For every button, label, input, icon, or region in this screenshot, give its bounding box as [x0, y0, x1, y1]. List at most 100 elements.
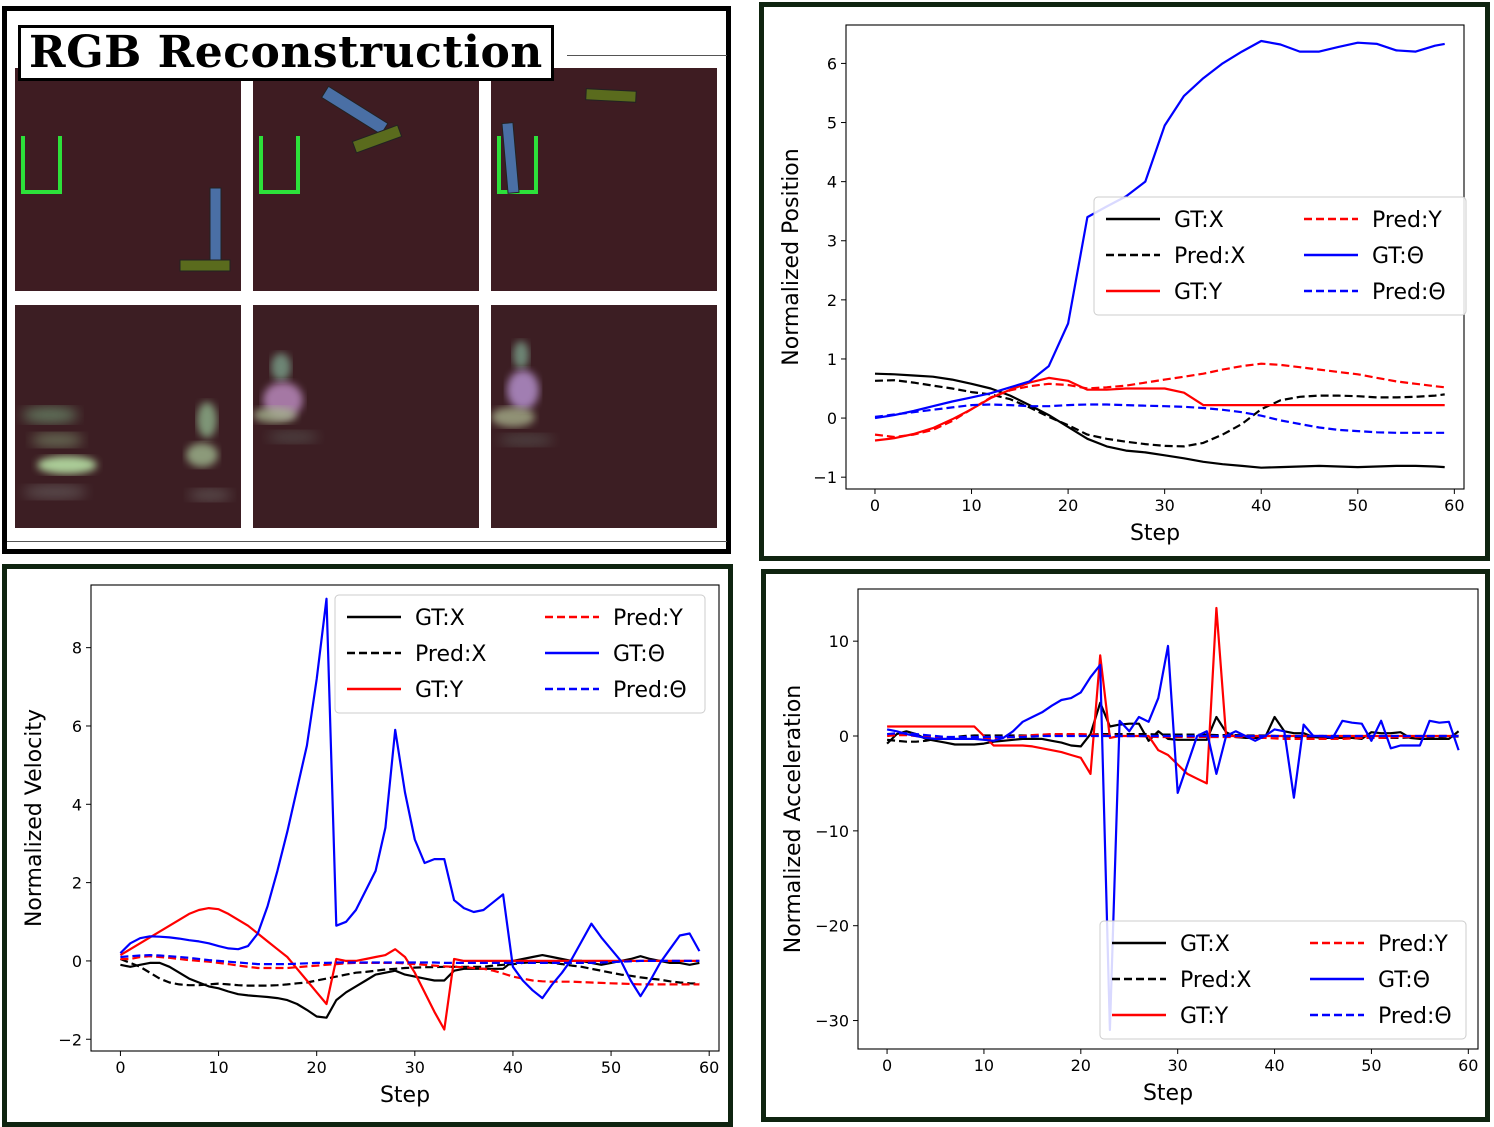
- x-tick-label: 50: [601, 1058, 621, 1077]
- series-line-GT:Θ: [886, 644, 1460, 1032]
- x-tick-label: 30: [405, 1058, 425, 1077]
- y-tick-label: 4: [827, 173, 837, 192]
- y-tick-label: 0: [827, 409, 837, 428]
- series-line-Pred:Y: [874, 362, 1445, 439]
- olive-block: [585, 88, 637, 103]
- x-axis-label: Step: [380, 1083, 430, 1108]
- blue-block: [209, 187, 222, 263]
- series-line-Pred:Y: [120, 955, 700, 986]
- legend: GT:X Pred:X GT:Y Pred:Y GT:Θ Pred:Θ: [1099, 920, 1467, 1040]
- y-tick-label: 2: [72, 874, 82, 893]
- y-tick-label: −10: [815, 822, 849, 841]
- series-line-Pred:Θ: [874, 403, 1445, 434]
- position-chart-panel: 0 10 20 30 40 50 60 −1 0 1 2 3 4 5 6 Step Normalized Pos…: [759, 2, 1490, 561]
- x-tick-label: 20: [1058, 496, 1078, 515]
- legend-label: GT:Θ: [613, 642, 665, 667]
- y-tick-label: 2: [827, 291, 837, 310]
- legend: GT:X Pred:X GT:Y Pred:Y GT:Θ Pred:Θ: [334, 594, 706, 714]
- bottom-rule: [7, 541, 727, 542]
- gt-frame-1: [15, 68, 241, 291]
- blue-block: [501, 122, 520, 194]
- y-tick-label: 8: [72, 639, 82, 658]
- x-tick-label: 30: [1168, 1056, 1188, 1075]
- x-axis-label: Step: [1143, 1081, 1193, 1106]
- legend-label: Pred:X: [1174, 244, 1245, 269]
- x-tick-label: 0: [882, 1056, 892, 1075]
- plot-frame: [90, 584, 720, 1052]
- series-line-GT:Y: [887, 606, 1459, 785]
- legend-label: Pred:X: [1180, 968, 1251, 993]
- legend-box: [1099, 920, 1467, 1040]
- x-tick-label: 10: [961, 496, 981, 515]
- legend: GT:X Pred:X GT:Y Pred:Y GT:Θ Pred:Θ: [1093, 196, 1467, 316]
- legend-label: GT:X: [415, 606, 465, 631]
- legend-label: GT:X: [1174, 208, 1224, 233]
- legend-label: GT:Y: [1180, 1004, 1229, 1029]
- y-tick-label: 6: [827, 54, 837, 73]
- legend-label: Pred:X: [415, 642, 486, 667]
- legend-label: GT:Θ: [1378, 968, 1430, 993]
- y-axis-label: Normalized Velocity: [22, 709, 47, 927]
- velocity-chart: 0 10 20 30 40 50 60 −2 0 2 4 6 8 Step Normalized Veloc…: [22, 584, 720, 1108]
- series-line-GT:Θ: [874, 39, 1445, 420]
- recon-frame-3: [491, 305, 717, 528]
- legend-label: Pred:Θ: [1378, 1004, 1452, 1029]
- x-tick-label: 60: [699, 1058, 719, 1077]
- y-tick-label: 4: [72, 795, 82, 814]
- series-line-GT:Y: [119, 907, 700, 1031]
- series-line-Pred:Θ: [120, 954, 700, 966]
- title-rule: [567, 55, 727, 56]
- x-tick-label: 0: [870, 496, 880, 515]
- legend-label: GT:X: [1180, 932, 1230, 957]
- x-tick-label: 20: [307, 1058, 327, 1077]
- x-tick-label: 10: [974, 1056, 994, 1075]
- gripper-shape: [21, 136, 62, 194]
- series-line-GT:Θ: [119, 597, 701, 1000]
- y-tick-label: 3: [827, 232, 837, 251]
- legend-box: [334, 594, 706, 714]
- gt-frame-3: [491, 68, 717, 291]
- x-tick-label: 50: [1348, 496, 1368, 515]
- series-line-GT:X: [874, 372, 1445, 469]
- y-axis-label: Normalized Acceleration: [781, 685, 806, 953]
- rgb-reconstruction-panel: RGB Reconstruction: [2, 6, 731, 554]
- x-tick-label: 50: [1361, 1056, 1381, 1075]
- legend-label: Pred:Y: [613, 606, 683, 631]
- y-tick-label: 6: [72, 717, 82, 736]
- x-tick-label: 10: [208, 1058, 228, 1077]
- y-tick-label: −20: [815, 917, 849, 936]
- legend-label: Pred:Θ: [613, 678, 687, 703]
- y-tick-label: 1: [827, 350, 837, 369]
- recon-frame-1: [15, 305, 241, 528]
- series-line-GT:X: [120, 954, 700, 1019]
- rgb-reconstruction-title: RGB Reconstruction: [18, 25, 554, 81]
- legend-label: Pred:Θ: [1372, 280, 1446, 305]
- y-tick-label: −2: [58, 1030, 82, 1049]
- x-tick-label: 40: [503, 1058, 523, 1077]
- legend-label: GT:Y: [1174, 280, 1223, 305]
- y-tick-label: −30: [815, 1012, 849, 1031]
- x-tick-label: 30: [1154, 496, 1174, 515]
- x-tick-label: 60: [1444, 496, 1464, 515]
- plot-frame: [857, 588, 1479, 1050]
- series-group: [119, 597, 701, 1031]
- acceleration-chart-panel: 0 10 20 30 40 50 60 −30 −20 −10 0 10 Step Normalized …: [761, 569, 1490, 1122]
- x-tick-label: 0: [115, 1058, 125, 1077]
- series-line-Pred:X: [874, 379, 1445, 448]
- legend-label: GT:Θ: [1372, 244, 1424, 269]
- legend-label: Pred:Y: [1372, 208, 1442, 233]
- x-axis-label: Step: [1130, 521, 1180, 546]
- series-line-Pred:X: [119, 957, 700, 987]
- y-tick-label: 5: [827, 114, 837, 133]
- series-group: [874, 39, 1445, 469]
- olive-block: [179, 259, 231, 272]
- x-tick-label: 40: [1251, 496, 1271, 515]
- series-line-GT:X: [886, 701, 1460, 748]
- y-tick-label: 0: [72, 952, 82, 971]
- legend-label: Pred:Y: [1378, 932, 1448, 957]
- x-tick-label: 40: [1264, 1056, 1284, 1075]
- x-tick-label: 60: [1458, 1056, 1478, 1075]
- y-tick-label: 10: [829, 632, 849, 651]
- y-tick-label: −1: [813, 468, 837, 487]
- gt-frame-2: [253, 68, 479, 291]
